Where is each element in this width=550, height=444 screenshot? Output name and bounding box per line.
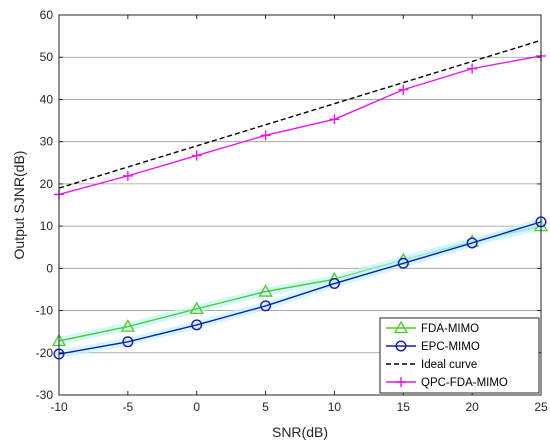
y-axis-label: Output SJNR(dB): [11, 151, 27, 260]
series-qpc-fda-mimo: [54, 50, 546, 200]
data-point-qpc-fda-mimo: [260, 130, 271, 141]
legend-label-fda-mimo: FDA-MIMO: [421, 323, 479, 335]
x-tick-label: 15: [397, 400, 411, 414]
series-ideal-curve: [58, 39, 542, 189]
y-tick-label: 50: [40, 50, 54, 64]
x-tick-label: 0: [193, 400, 200, 414]
legend-entry-ideal-curve: Ideal curve: [386, 359, 477, 371]
plot-frame: [58, 14, 542, 396]
series-line-epc-mimo: [58, 221, 542, 355]
series-line-qpc-fda-mimo: [58, 55, 542, 196]
data-point-fda-mimo: [120, 319, 135, 332]
y-tick-label: 60: [40, 8, 54, 22]
legend-marker-fda-mimo: [393, 320, 409, 334]
series-line-ideal-curve: [58, 39, 542, 189]
data-point-epc-mimo: [260, 300, 272, 312]
x-tick-label: 25: [534, 400, 548, 414]
x-tick-label: 5: [262, 400, 269, 414]
y-tick-label: -10: [36, 304, 54, 318]
data-point-qpc-fda-mimo: [398, 84, 409, 95]
data-point-fda-mimo: [189, 301, 204, 315]
x-tick-label: 20: [465, 400, 479, 414]
data-point-epc-mimo: [466, 237, 478, 249]
data-point-epc-mimo: [191, 319, 203, 331]
data-point-qpc-fda-mimo: [191, 150, 202, 161]
y-tick-label: 30: [40, 135, 54, 149]
legend-label-qpc-fda-mimo: QPC-FDA-MIMO: [421, 377, 508, 389]
legend-marker-epc-mimo: [395, 340, 407, 352]
x-tick-label: -5: [123, 400, 134, 414]
legend-label-ideal-curve: Ideal curve: [421, 359, 477, 371]
series-epc-mimo: [53, 216, 547, 360]
series-layer: [51, 39, 549, 360]
data-point-qpc-fda-mimo: [329, 114, 340, 125]
x-tick-label: -10: [50, 400, 68, 414]
data-point-qpc-fda-mimo: [122, 170, 133, 181]
legend-entry-fda-mimo: FDA-MIMO: [386, 320, 479, 335]
y-tick-label: 10: [40, 219, 54, 233]
data-point-epc-mimo: [328, 278, 340, 290]
legend-entry-epc-mimo: EPC-MIMO: [386, 340, 480, 353]
x-axis-label: SNR(dB): [272, 424, 328, 440]
x-tick-label: 10: [328, 400, 342, 414]
legend-marker-qpc-fda-mimo: [396, 377, 406, 387]
data-point-epc-mimo: [397, 257, 409, 269]
legend-entry-qpc-fda-mimo: QPC-FDA-MIMO: [386, 377, 508, 389]
y-tick-label: 40: [40, 92, 54, 106]
data-point-qpc-fda-mimo: [467, 63, 478, 74]
tick-layer: -30 -20 -10 0 10 20 30 40 50 60 -10 -5 0 5 10 15 20 25: [36, 8, 548, 414]
y-tick-label: -20: [36, 346, 54, 360]
legend: FDA-MIMO EPC-MIMO Ideal curve QPC-FDA-MIMO: [379, 317, 540, 394]
y-tick-label: 0: [46, 261, 53, 275]
grid-layer: [59, 56, 541, 354]
y-tick-label: -30: [36, 388, 54, 402]
y-tick-label: 20: [40, 177, 54, 191]
data-point-fda-mimo: [258, 284, 273, 297]
legend-label-epc-mimo: EPC-MIMO: [421, 341, 480, 353]
data-point-epc-mimo: [122, 336, 134, 348]
